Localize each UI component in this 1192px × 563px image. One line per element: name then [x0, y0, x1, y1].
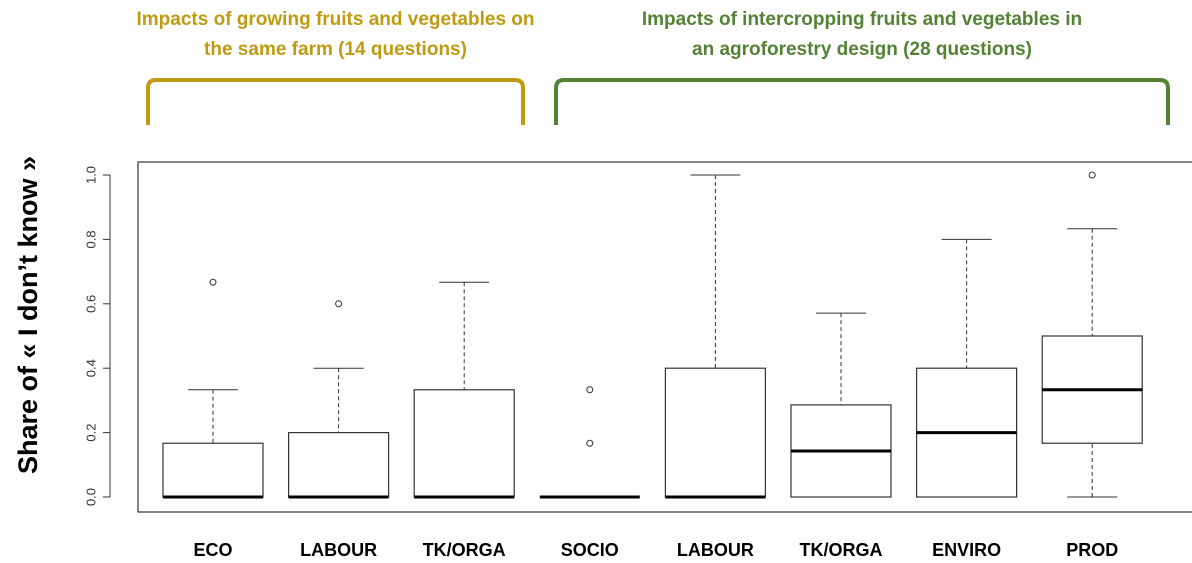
box	[664, 367, 767, 498]
y-tick-label: 0.4	[83, 359, 98, 377]
group-title: Impacts of intercropping fruits and vege…	[642, 9, 1082, 30]
group-bracket	[554, 78, 1170, 125]
box	[288, 432, 390, 498]
group-title: Impacts of growing fruits and vegetables…	[137, 9, 535, 30]
x-tick-label: LABOUR	[300, 540, 377, 560]
x-tick-label: ECO	[193, 540, 232, 560]
outlier	[1088, 171, 1096, 179]
outlier	[586, 439, 594, 447]
y-tick-label: 0.6	[83, 295, 98, 313]
group-bracket	[146, 78, 525, 125]
x-tick-label: PROD	[1066, 540, 1118, 560]
outlier	[586, 386, 594, 394]
plot-frame	[137, 161, 1192, 513]
x-tick-label: SOCIO	[561, 540, 619, 560]
x-tick-label: TK/ORGA	[423, 540, 506, 560]
y-tick-label: 1.0	[83, 166, 98, 184]
y-axis-label: Share of « I don’t know »	[13, 156, 43, 474]
y-tick-label: 0.0	[83, 488, 98, 506]
box	[162, 442, 264, 498]
x-tick-label: TK/ORGA	[800, 540, 883, 560]
y-tick-label: 0.2	[83, 424, 98, 442]
group-title: an agroforestry design (28 questions)	[692, 39, 1032, 60]
x-tick-label: ENVIRO	[932, 540, 1001, 560]
outlier	[209, 278, 217, 286]
box	[413, 389, 515, 498]
y-tick-label: 0.8	[83, 230, 98, 248]
x-tick-label: LABOUR	[677, 540, 754, 560]
group-title: the same farm (14 questions)	[204, 39, 467, 60]
outlier	[335, 300, 343, 308]
